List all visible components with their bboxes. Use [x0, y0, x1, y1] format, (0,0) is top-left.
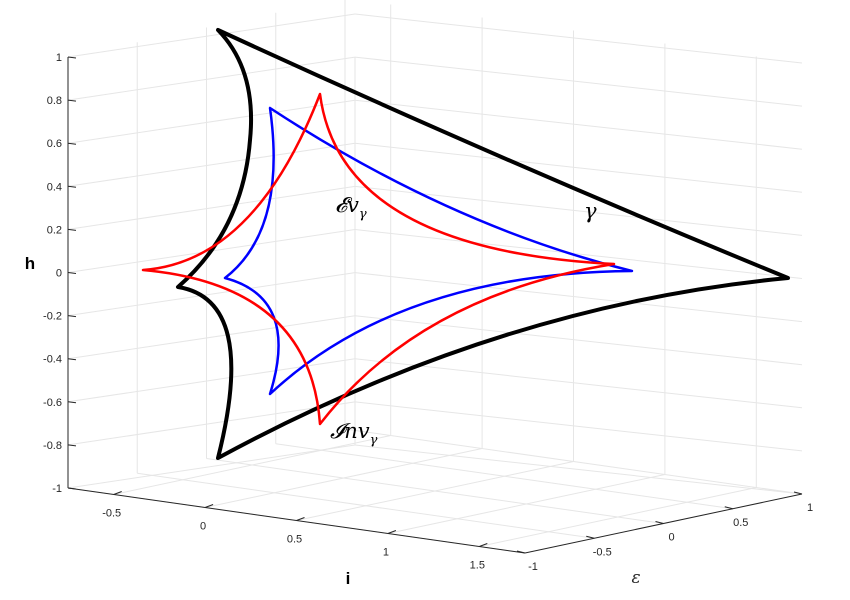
- grid-line: [354, 315, 803, 366]
- epsilon-tick-label: 0.5: [733, 517, 748, 529]
- grid-line: [354, 401, 803, 452]
- h-tick-label: 0.4: [47, 181, 62, 193]
- epsilon-tick-mark: [793, 491, 803, 495]
- series-gamma-curve: [176, 28, 790, 460]
- h-tick-label: -0.4: [43, 354, 62, 366]
- h-tick-label: 0.6: [47, 138, 62, 150]
- grid-line: [206, 458, 664, 524]
- h-tick-mark: [67, 56, 77, 59]
- grid-line: [354, 142, 803, 193]
- grid-line: [354, 272, 803, 323]
- i-tick-label: -0.5: [102, 508, 121, 520]
- grid-line: [67, 99, 356, 144]
- grid-line: [354, 444, 803, 495]
- epsilon-tick-mark: [516, 550, 526, 554]
- grid-line: [344, 428, 803, 495]
- curves: [141, 28, 790, 460]
- grid-line: [67, 56, 356, 101]
- epsilon-tick-mark: [724, 506, 733, 510]
- inv-gamma-label: 𝓘nvγ: [330, 419, 378, 448]
- i-tick-label: 0: [200, 521, 206, 533]
- h-tick-label: 0: [56, 268, 62, 280]
- epsilon-tick-mark: [586, 535, 595, 539]
- ev-gamma-label: 𝓔vγ: [335, 193, 367, 222]
- grid-line: [354, 229, 803, 279]
- grid-line: [67, 142, 356, 187]
- grid-line: [67, 315, 356, 360]
- gamma-label: γ: [584, 199, 597, 223]
- i-axis-label: i: [346, 569, 351, 588]
- inv-gamma-label-main: 𝓘nv: [330, 419, 370, 443]
- i-tick-mark: [479, 543, 488, 547]
- i-axis-ticks: -0.5 0 0.5 1 1.5: [102, 491, 488, 572]
- h-tick-label: 0.2: [47, 224, 62, 236]
- grid-floor: [67, 0, 803, 554]
- i-tick-label: 1: [383, 547, 389, 559]
- grid-line: [354, 56, 803, 107]
- h-axis-label: h: [25, 254, 35, 273]
- h-tick-mark: [67, 315, 77, 318]
- epsilon-axis-label: ε: [631, 568, 640, 588]
- h-tick-label: -0.8: [43, 440, 62, 452]
- h-tick-label: -0.2: [43, 311, 62, 323]
- grid-line: [67, 444, 356, 489]
- h-tick-mark: [67, 401, 77, 404]
- h-tick-mark: [67, 272, 77, 274]
- h-tick-mark: [67, 142, 77, 145]
- grid-line: [67, 185, 356, 230]
- grid-back-wall: [67, 13, 803, 495]
- i-tick-mark: [387, 530, 397, 534]
- epsilon-tick-label: -1: [528, 561, 538, 573]
- grid-line: [67, 401, 356, 446]
- ev-gamma-label-sub: γ: [359, 207, 367, 222]
- h-tick-label: 0.8: [47, 95, 62, 107]
- h-tick-label: -1: [52, 483, 62, 495]
- i-tick-label: 0.5: [287, 534, 302, 546]
- epsilon-tick-label: -0.5: [593, 546, 612, 558]
- grid-line: [67, 272, 356, 317]
- grid-line: [137, 472, 595, 539]
- i-tick-label: 1.5: [470, 560, 485, 572]
- h-tick-mark: [67, 487, 77, 490]
- h-axis-ticks: 1 0.8 0.6 0.4 0.2 0 -0.2 -0.4 -0.6 -0.8 -1: [43, 52, 77, 495]
- grid-line: [354, 185, 803, 236]
- h-tick-mark: [67, 185, 77, 188]
- i-tick-mark: [204, 504, 214, 508]
- h-tick-label: 1: [56, 52, 62, 64]
- epsilon-axis-ticks: -1 -0.5 0 0.5 1: [516, 491, 813, 573]
- inv-gamma-label-sub: γ: [370, 433, 378, 448]
- epsilon-tick-label: 1: [807, 502, 813, 514]
- i-tick-mark: [296, 517, 305, 521]
- series-ev-gamma-curve: [223, 106, 634, 396]
- h-tick-mark: [67, 228, 77, 231]
- epsilon-tick-label: 0: [668, 532, 674, 544]
- grid-line: [275, 443, 733, 510]
- i-tick-mark: [113, 491, 122, 495]
- h-tick-label: -0.6: [43, 397, 62, 409]
- h-tick-mark: [67, 444, 77, 447]
- series-inv-gamma-curve: [141, 92, 616, 426]
- ev-gamma-label-main: 𝓔v: [335, 193, 359, 217]
- grid-line: [354, 13, 803, 64]
- h-tick-mark: [67, 99, 77, 102]
- grid-line: [354, 99, 803, 150]
- h-tick-mark: [67, 358, 77, 361]
- grid-line: [67, 13, 356, 58]
- grid-line: [354, 358, 803, 409]
- epsilon-tick-mark: [655, 521, 664, 524]
